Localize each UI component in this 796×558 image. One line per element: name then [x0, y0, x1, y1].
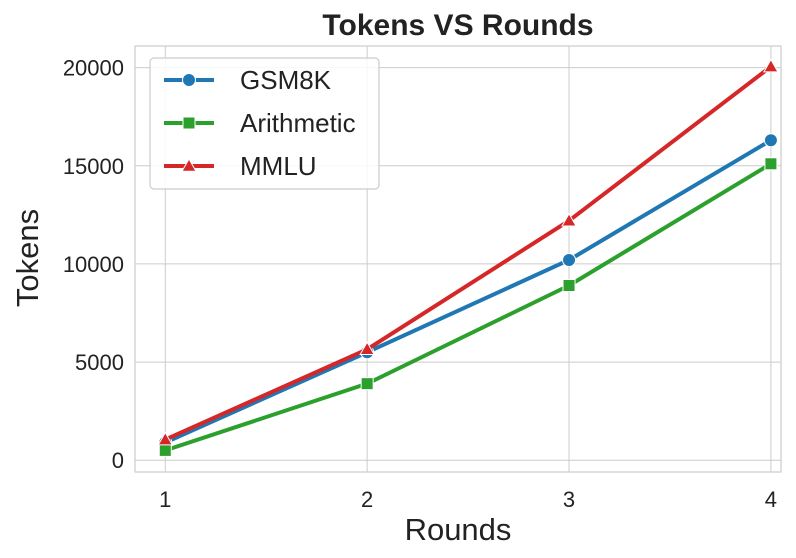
legend-item: MMLU: [164, 151, 317, 181]
series-arithmetic: [158, 157, 778, 457]
plot-border: [134, 45, 782, 473]
data-point: [763, 133, 778, 148]
y-tick-label: 10000: [63, 252, 124, 277]
legend-label: GSM8K: [240, 65, 332, 95]
legend: GSM8K Arithmetic MMLU: [149, 57, 380, 190]
data-point: [359, 341, 376, 356]
data-point: [763, 58, 779, 73]
data-point: [360, 377, 374, 391]
series-line: [164, 162, 772, 453]
x-tick-label: 2: [361, 487, 373, 512]
legend-marker: [182, 116, 196, 130]
data-point: [562, 279, 576, 293]
legend-label: MMLU: [240, 151, 317, 181]
y-tick-label: 20000: [63, 56, 124, 81]
series-layer: [157, 58, 779, 457]
data-point: [764, 157, 778, 171]
data-point: [562, 252, 577, 267]
legend-item: GSM8K: [164, 65, 332, 95]
x-tick-label: 4: [765, 487, 777, 512]
series-line: [164, 138, 772, 445]
data-point: [561, 212, 577, 227]
x-tick-label: 3: [563, 487, 575, 512]
y-axis-label: Tokens: [10, 209, 45, 307]
data-point: [158, 443, 172, 457]
series-line: [164, 65, 773, 442]
legend-item: Arithmetic: [164, 108, 356, 138]
y-tick-label: 5000: [75, 350, 124, 375]
tick-labels: 1 2 3 4 0 5000 10000 15000 20000: [63, 56, 777, 512]
legend-marker: [181, 157, 197, 172]
x-tick-label: 1: [159, 487, 171, 512]
data-point: [157, 431, 174, 446]
plot-frame: [134, 45, 782, 473]
legend-label: Arithmetic: [240, 108, 356, 138]
legend-box: [149, 57, 380, 190]
y-tick-label: 15000: [63, 154, 124, 179]
x-axis-label: Rounds: [405, 512, 512, 547]
chart-title: Tokens VS Rounds: [322, 9, 593, 42]
y-tick-label: 0: [112, 448, 124, 473]
legend-marker: [182, 73, 196, 87]
series-mmlu: [157, 58, 779, 446]
